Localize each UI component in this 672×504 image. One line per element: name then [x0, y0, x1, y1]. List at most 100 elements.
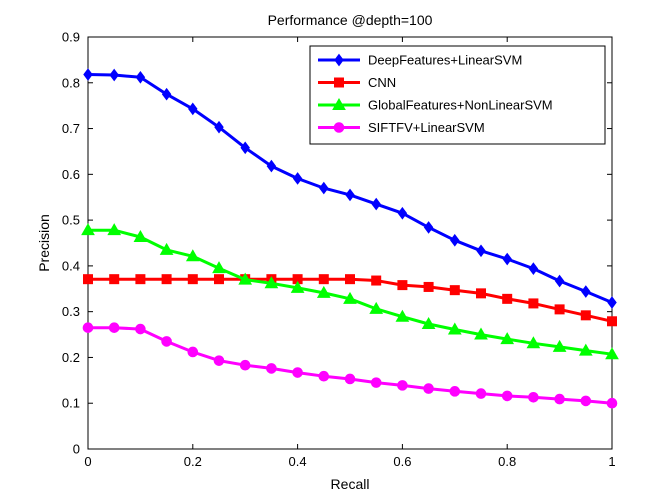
data-point: [369, 301, 384, 314]
data-point: [423, 221, 434, 234]
data-point: [554, 274, 565, 288]
y-tick-label: 0.9: [62, 30, 80, 45]
data-point: [319, 181, 329, 195]
series-2: [81, 223, 619, 360]
data-point: [371, 197, 381, 211]
data-point: [476, 288, 486, 299]
data-point: [159, 242, 174, 255]
y-tick-label: 0.4: [62, 258, 80, 273]
data-point: [423, 383, 434, 394]
legend-label: DeepFeatures+LinearSVM: [368, 53, 522, 68]
data-point: [607, 296, 617, 309]
data-point: [318, 370, 330, 382]
data-point: [239, 359, 251, 371]
chart-title: Performance @depth=100: [268, 12, 433, 28]
x-tick-label: 0: [84, 454, 91, 469]
data-point: [240, 141, 250, 155]
data-point: [187, 274, 198, 285]
legend-marker: [332, 97, 346, 110]
data-point: [397, 280, 408, 291]
x-tick-label: 1: [608, 454, 615, 469]
data-point: [421, 317, 436, 330]
data-point: [109, 274, 120, 285]
data-point: [266, 159, 277, 173]
data-point: [552, 339, 567, 352]
series-0: [83, 68, 617, 309]
data-point: [185, 249, 200, 262]
data-point: [214, 274, 224, 285]
data-point: [108, 322, 120, 333]
data-point: [83, 68, 93, 81]
data-point: [580, 310, 591, 321]
data-point: [502, 293, 513, 304]
data-point: [187, 346, 199, 358]
data-point: [316, 285, 331, 298]
data-point: [605, 347, 619, 360]
data-point: [554, 304, 565, 315]
y-tick-label: 0.3: [62, 304, 80, 319]
data-point: [161, 336, 172, 347]
data-point: [476, 244, 486, 258]
legend-marker: [334, 77, 344, 88]
data-point: [501, 390, 513, 402]
data-point: [581, 285, 591, 298]
data-point: [161, 274, 172, 285]
data-point: [213, 355, 225, 366]
data-point: [345, 274, 355, 285]
x-tick-label: 0.6: [393, 454, 411, 469]
data-point: [578, 343, 593, 356]
series-1: [83, 274, 617, 327]
data-point: [528, 391, 539, 403]
data-point: [343, 291, 357, 304]
x-tick-label: 0.4: [289, 454, 307, 469]
data-point: [135, 323, 146, 335]
ticks-layer: 0 0.2 0.4 0.6 0.8 1 0 0.1 0.2 0.3 0.4 0.5 0.6 0.7 0.8 0…: [62, 30, 616, 470]
data-point: [607, 316, 617, 327]
series-layer: [81, 68, 619, 409]
data-point: [212, 261, 226, 274]
data-point: [606, 397, 618, 409]
data-point: [370, 377, 382, 388]
data-point: [292, 367, 303, 378]
data-point: [83, 274, 93, 285]
data-point: [161, 87, 172, 101]
data-point: [395, 309, 410, 322]
data-point: [580, 395, 592, 407]
y-tick-label: 0.6: [62, 167, 80, 182]
legend-marker: [333, 122, 345, 133]
data-point: [266, 363, 277, 374]
legend-label: GlobalFeatures+NonLinearSVM: [368, 98, 553, 113]
data-point: [528, 298, 539, 309]
data-point: [475, 388, 487, 399]
data-point: [107, 223, 122, 236]
legend-marker: [334, 53, 344, 67]
data-point: [214, 120, 224, 134]
data-point: [500, 332, 515, 345]
data-point: [109, 68, 119, 82]
data-point: [292, 172, 303, 185]
data-point: [82, 322, 94, 333]
y-tick-label: 0: [73, 442, 80, 457]
y-tick-label: 0.1: [62, 396, 80, 411]
data-point: [554, 393, 565, 405]
data-point: [449, 386, 461, 397]
data-point: [371, 275, 382, 286]
data-point: [423, 281, 434, 292]
legend-label: CNN: [368, 75, 396, 90]
data-point: [264, 276, 279, 289]
data-point: [397, 206, 408, 220]
data-point: [133, 230, 148, 243]
x-axis-title: Recall: [331, 476, 370, 492]
data-point: [344, 373, 356, 385]
data-point: [526, 336, 541, 349]
data-point: [188, 102, 198, 116]
data-point: [502, 252, 512, 266]
data-point: [238, 272, 253, 285]
data-point: [447, 322, 462, 335]
y-tick-label: 0.7: [62, 121, 80, 136]
data-point: [318, 274, 329, 285]
data-point: [345, 188, 355, 202]
data-point: [135, 274, 146, 285]
